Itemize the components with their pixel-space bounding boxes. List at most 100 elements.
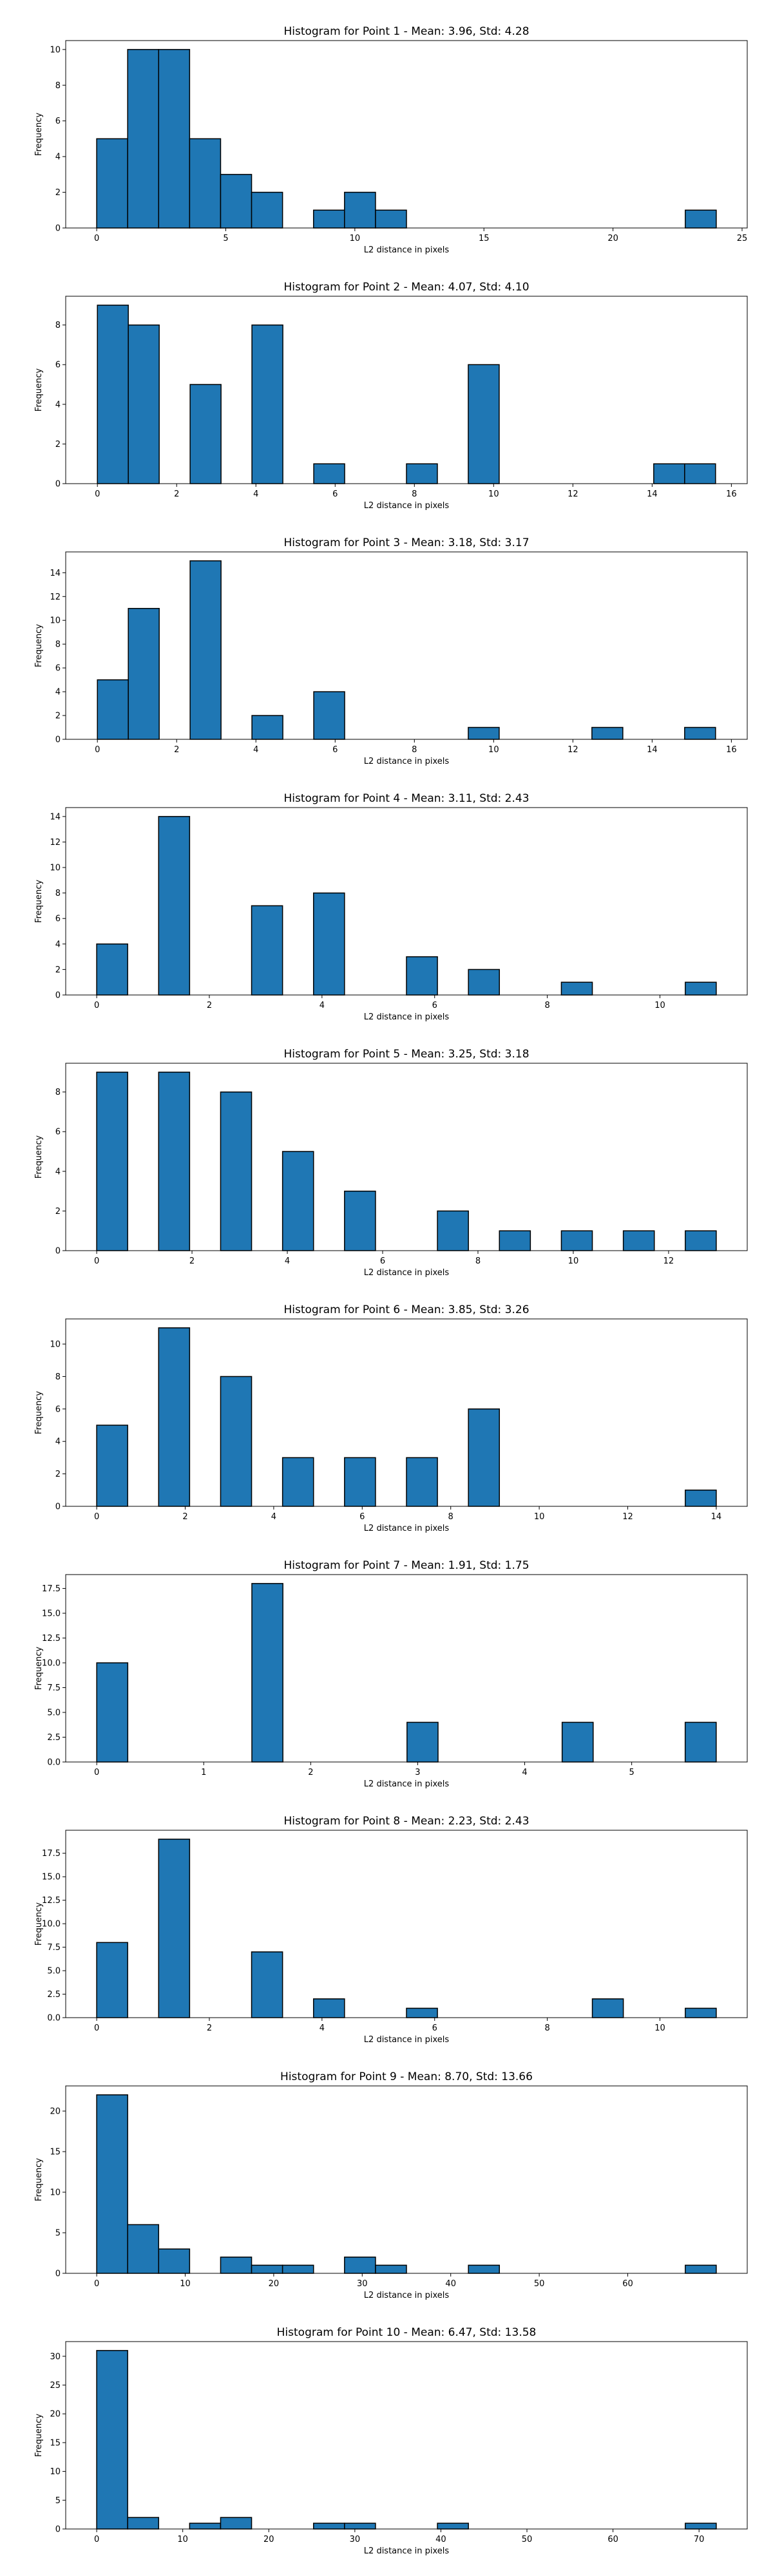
y-tick-label: 6	[55, 914, 61, 924]
y-tick-label: 15	[50, 2438, 61, 2448]
histogram-bar	[499, 1230, 531, 1251]
x-tick-label: 2	[207, 1001, 212, 1010]
chart-title: Histogram for Point 5 - Mean: 3.25, Std:…	[283, 1048, 529, 1061]
y-axis-label: Frequency	[34, 2414, 44, 2457]
y-tick-label: 2	[55, 1207, 61, 1217]
x-tick-label: 12	[568, 489, 578, 499]
x-axis-label: L2 distance in pixels	[364, 1268, 450, 1278]
y-tick-label: 0.0	[47, 1758, 61, 1768]
x-tick-label: 20	[269, 2279, 280, 2289]
y-tick-label: 2	[55, 1470, 61, 1479]
y-axis-label: Frequency	[34, 624, 44, 667]
x-tick-label: 8	[544, 1001, 549, 1010]
histogram-bar	[251, 191, 283, 229]
y-tick-label: 6	[55, 664, 61, 674]
y-tick-label: 4	[55, 940, 61, 949]
histogram-bar	[653, 463, 685, 484]
histogram-bar	[561, 1721, 594, 1763]
chart-title: Histogram for Point 6 - Mean: 3.85, Std:…	[283, 1303, 529, 1316]
chart-title: Histogram for Point 10 - Mean: 6.47, Std…	[277, 2326, 537, 2339]
x-tick-label: 20	[607, 234, 618, 243]
x-tick-label: 0	[94, 1001, 99, 1010]
histogram-bar	[685, 1230, 717, 1251]
x-tick-label: 4	[285, 1256, 290, 1266]
x-tick-label: 0	[94, 2023, 99, 2033]
y-tick-label: 5	[55, 2496, 61, 2506]
histogram-bar	[468, 1408, 501, 1507]
x-tick-label: 10	[654, 1001, 665, 1010]
histogram-bar	[313, 691, 345, 740]
chart-8: Histogram for Point 8 - Mean: 2.23, Std:…	[34, 1815, 748, 2045]
y-tick-label: 5	[55, 2229, 61, 2239]
y-tick-label: 12	[50, 592, 61, 602]
y-tick-label: 4	[55, 1437, 61, 1447]
histogram-bar	[251, 905, 283, 996]
axes-frame	[65, 1574, 748, 1763]
histogram-bar	[437, 1210, 469, 1251]
histogram-bar	[344, 2523, 376, 2530]
x-tick-label: 6	[380, 1256, 385, 1266]
x-tick-label: 25	[737, 234, 748, 243]
x-tick-label: 12	[622, 1512, 633, 1522]
x-tick-label: 14	[647, 489, 658, 499]
histogram-bar	[313, 463, 345, 484]
histogram-bar	[96, 943, 128, 996]
histogram-bar	[375, 209, 407, 229]
histogram-bar	[96, 2094, 128, 2274]
x-tick-label: 0	[94, 2279, 99, 2289]
x-tick-label: 16	[726, 489, 737, 499]
x-tick-label: 15	[479, 234, 490, 243]
histogram-bar	[468, 726, 500, 740]
x-tick-label: 10	[180, 2279, 191, 2289]
chart-5: Histogram for Point 5 - Mean: 3.25, Std:…	[34, 1048, 748, 1278]
histogram-bar	[158, 1327, 191, 1507]
histogram-bar	[468, 969, 501, 996]
x-tick-label: 12	[663, 1256, 674, 1266]
histogram-bar	[189, 560, 222, 740]
histogram-bar	[127, 49, 160, 229]
histogram-bar	[128, 324, 160, 484]
chart-2: Histogram for Point 2 - Mean: 4.07, Std:…	[34, 281, 748, 511]
histogram-bar	[158, 2248, 191, 2274]
axes-frame	[65, 2341, 748, 2530]
y-tick-label: 17.5	[42, 1849, 61, 1859]
y-tick-label: 0	[55, 224, 61, 234]
x-tick-label: 70	[694, 2535, 705, 2544]
x-tick-label: 8	[412, 745, 417, 755]
y-tick-label: 15.0	[42, 1609, 61, 1619]
y-axis-label: Frequency	[34, 368, 44, 412]
histogram-bar	[158, 1072, 191, 1251]
histogram-bar	[251, 1951, 283, 2018]
x-tick-label: 8	[475, 1256, 481, 1266]
x-tick-label: 0	[94, 1768, 99, 1777]
y-axis-label: Frequency	[34, 1135, 44, 1179]
histogram-bar	[158, 816, 191, 996]
chart-6: Histogram for Point 6 - Mean: 3.85, Std:…	[34, 1303, 748, 1533]
y-tick-label: 8	[55, 889, 61, 898]
x-tick-label: 2	[189, 1256, 195, 1266]
histogram-bar	[591, 1998, 624, 2018]
histogram-bar	[251, 324, 283, 484]
x-tick-label: 40	[445, 2279, 456, 2289]
x-tick-label: 50	[534, 2279, 545, 2289]
x-axis-label: L2 distance in pixels	[364, 2291, 450, 2300]
histogram-bar	[622, 1230, 655, 1251]
histogram-bar	[344, 191, 376, 229]
x-tick-label: 0	[94, 1512, 99, 1522]
y-axis-label: Frequency	[34, 880, 44, 923]
axes-frame	[65, 2085, 748, 2274]
x-tick-label: 10	[177, 2535, 188, 2544]
x-tick-label: 1	[201, 1768, 206, 1777]
histogram-bar	[96, 1942, 128, 2018]
y-tick-label: 17.5	[42, 1584, 61, 1594]
x-axis-label: L2 distance in pixels	[364, 757, 450, 766]
y-tick-label: 6	[55, 361, 61, 370]
y-tick-label: 12	[50, 838, 61, 848]
histogram-bar	[251, 2264, 283, 2274]
histogram-bar	[684, 726, 716, 740]
histogram-bar	[685, 2264, 717, 2274]
histogram-bar	[312, 209, 345, 229]
x-tick-label: 10	[350, 234, 361, 243]
y-tick-label: 2.5	[47, 1733, 61, 1743]
